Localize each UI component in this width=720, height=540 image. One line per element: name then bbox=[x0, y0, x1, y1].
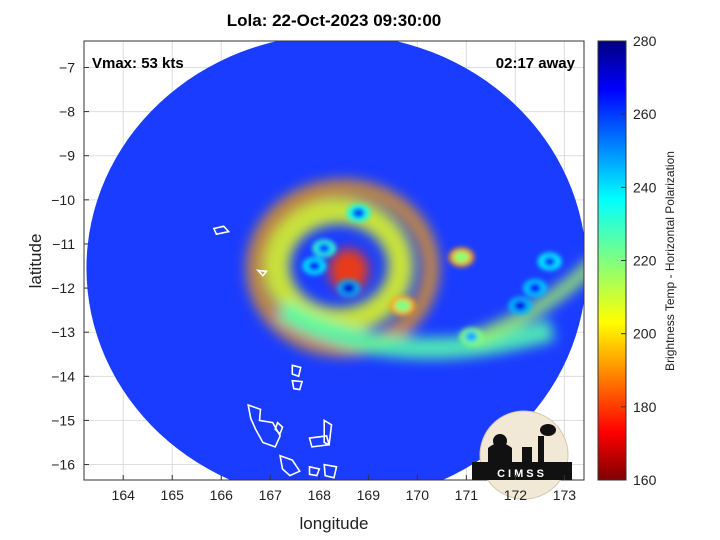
colorbar-tick-label: 220 bbox=[633, 253, 657, 269]
y-tick-label: −9 bbox=[59, 148, 75, 164]
outer-ring bbox=[245, 179, 440, 358]
plot-frame bbox=[83, 40, 585, 481]
rainband-east-2 bbox=[514, 300, 527, 311]
colorbar-tick-label: 260 bbox=[633, 106, 657, 122]
x-tick-label: 169 bbox=[357, 487, 381, 503]
chart-title: Lola: 22-Oct-2023 09:30:00 bbox=[227, 11, 442, 30]
colorbar-tick-label: 240 bbox=[633, 179, 657, 195]
colorbar-ticks: 160 180 200 220 240 260 280 bbox=[621, 33, 657, 488]
x-tick-label: 172 bbox=[504, 487, 528, 503]
vmax-annotation: Vmax: 53 kts bbox=[92, 55, 184, 72]
island-outline bbox=[308, 465, 321, 477]
cimss-logo: CIMSS bbox=[472, 410, 572, 500]
rainband-east-3 bbox=[543, 256, 556, 267]
y-axis: −7 −8 −9 −10 −11 −12 −13 −14 −15 −16 bbox=[51, 59, 89, 473]
coastlines bbox=[212, 225, 338, 479]
eyewall-cell-s bbox=[342, 283, 355, 294]
satellite-swath bbox=[86, 41, 584, 480]
x-tick-label: 170 bbox=[406, 487, 430, 503]
y-tick-label: −8 bbox=[59, 104, 75, 120]
x-tick-label: 171 bbox=[455, 487, 479, 503]
x-tick-label: 166 bbox=[210, 487, 234, 503]
y-tick-label: −7 bbox=[59, 59, 75, 75]
storm-features bbox=[245, 179, 584, 360]
island-outline bbox=[291, 364, 302, 378]
band-cell-ne bbox=[453, 251, 470, 264]
y-tick-label: −13 bbox=[51, 324, 75, 340]
y-tick-label: −14 bbox=[51, 368, 75, 384]
y-tick-label: −11 bbox=[52, 236, 75, 252]
plot-area: Vmax: 53 kts 02:17 away CIMSS bbox=[83, 40, 585, 500]
island-outline bbox=[323, 463, 338, 479]
island-outline bbox=[323, 418, 333, 446]
y-axis-label: latitude bbox=[26, 234, 45, 289]
x-tick-label: 173 bbox=[553, 487, 577, 503]
rainband-arc bbox=[276, 300, 556, 360]
island-outline bbox=[291, 379, 304, 391]
colorbar: 160 180 200 220 240 260 280 Brightness Temp - … bbox=[597, 33, 677, 488]
colorbar-tick-label: 200 bbox=[633, 326, 657, 342]
rainband-east-arc bbox=[469, 244, 584, 348]
eyewall-ring bbox=[263, 198, 414, 335]
colorbar-tick-label: 180 bbox=[633, 399, 657, 415]
colorbar-tick-label: 160 bbox=[633, 472, 657, 488]
island-outline bbox=[274, 421, 284, 436]
colorbar-tick-label: 280 bbox=[633, 33, 657, 49]
storm-eye bbox=[328, 248, 369, 293]
x-tick-label: 164 bbox=[112, 487, 136, 503]
y-tick-label: −10 bbox=[51, 192, 75, 208]
convective-cells bbox=[302, 204, 562, 346]
soft-structure bbox=[245, 179, 584, 360]
x-axis-label: longitude bbox=[299, 514, 368, 533]
band-cell-e bbox=[394, 299, 411, 312]
eyewall-cell-ne bbox=[352, 208, 365, 219]
rainband-east-4 bbox=[465, 331, 478, 342]
island-outline bbox=[255, 269, 268, 277]
eyewall-cell-w2 bbox=[308, 261, 321, 272]
logo-text: CIMSS bbox=[497, 468, 547, 480]
x-axis: 164 165 166 167 168 169 170 171 172 173 bbox=[112, 475, 577, 503]
island-outline bbox=[247, 403, 281, 448]
x-tick-label: 167 bbox=[259, 487, 283, 503]
y-tick-label: −12 bbox=[51, 280, 75, 296]
island-outline bbox=[279, 454, 301, 477]
rainband-east-1 bbox=[528, 283, 541, 294]
x-tick-label: 165 bbox=[161, 487, 185, 503]
y-tick-label: −16 bbox=[51, 457, 75, 473]
eyewall-cell-w bbox=[318, 243, 331, 254]
colorbar-label: Brightness Temp - Horizontal Polarizatio… bbox=[663, 151, 677, 371]
time-away-annotation: 02:17 away bbox=[496, 55, 576, 72]
y-tick-label: −15 bbox=[51, 412, 75, 428]
island-outline bbox=[212, 225, 231, 236]
x-tick-label: 168 bbox=[308, 487, 332, 503]
